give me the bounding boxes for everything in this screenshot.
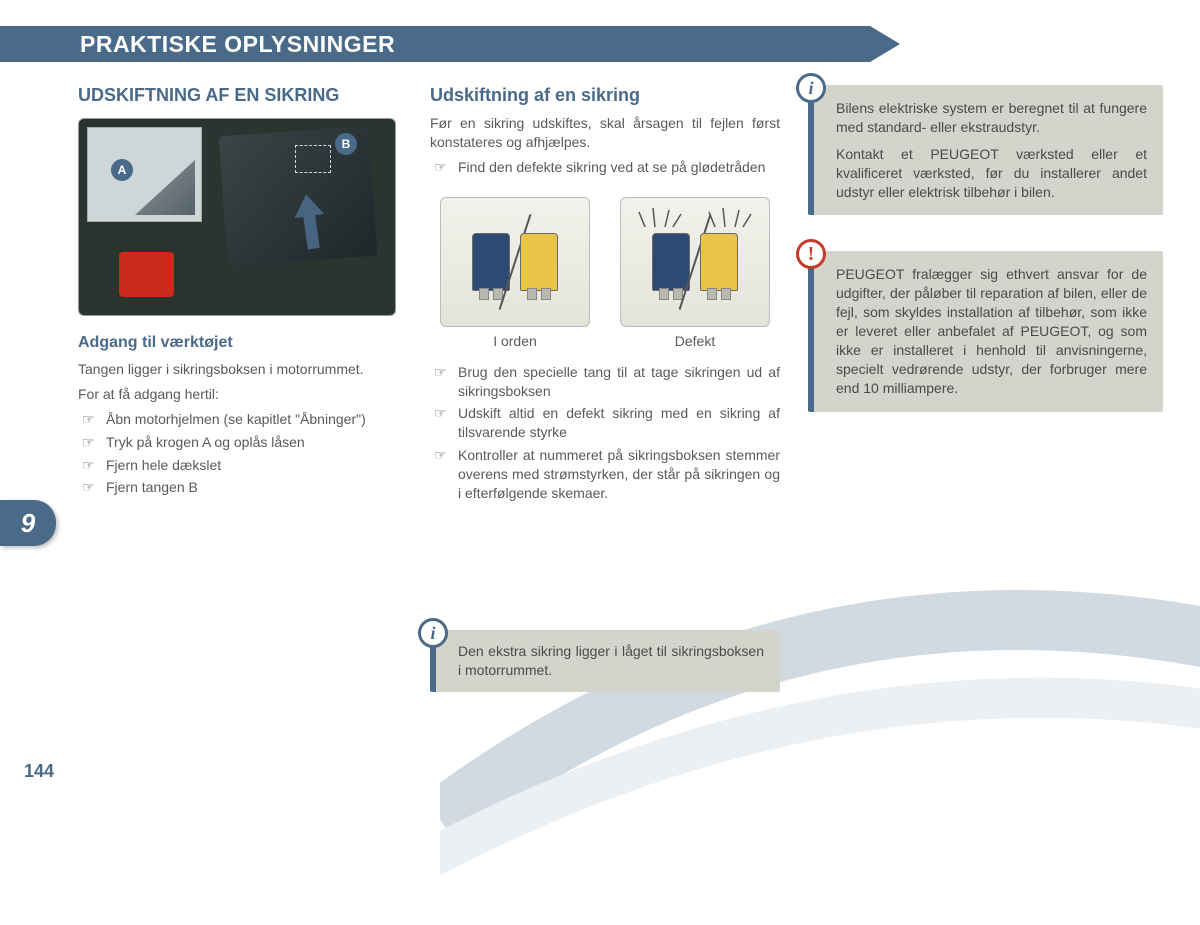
list-item: Udskift altid en defekt sikring med en s… xyxy=(430,404,780,442)
left-subheading: Adgang til værktøjet xyxy=(78,334,408,352)
mid-extra-box-wrap: i Den ekstra sikring ligger i låget til … xyxy=(430,630,780,692)
left-steps-list: Åbn motorhjelmen (se kapitlet "Åbninger"… xyxy=(78,410,408,498)
mid-steps-list: Brug den specielle tang til at tage sikr… xyxy=(430,363,780,503)
callout-a-icon: A xyxy=(111,159,133,181)
list-item: Find den defekte sikring ved at se på gl… xyxy=(430,158,780,177)
right-warn-text: PEUGEOT fralægger sig ethvert ansvar for… xyxy=(836,265,1147,397)
info-icon: i xyxy=(796,73,826,103)
left-intro-1: Tangen ligger i sikringsboksen i motorru… xyxy=(78,360,408,379)
right-column: i Bilens elektriske system er beregnet t… xyxy=(808,85,1163,448)
fuse-blue-icon xyxy=(472,233,510,291)
right-info-text-1: Bilens elektriske system er beregnet til… xyxy=(836,99,1147,137)
list-item: Fjern tangen B xyxy=(78,478,408,497)
list-item: Kontroller at nummeret på sikringsboksen… xyxy=(430,446,780,503)
header-band: PRAKTISKE OPLYSNINGER xyxy=(0,26,870,62)
fuse-defect-card xyxy=(620,197,770,327)
right-info-box: i Bilens elektriske system er beregnet t… xyxy=(808,85,1163,215)
fuse-illustration-row xyxy=(430,197,780,327)
warning-icon: ! xyxy=(796,239,826,269)
list-item: Åbn motorhjelmen (se kapitlet "Åbninger"… xyxy=(78,410,408,429)
left-column: UDSKIFTNING AF EN SIKRING A B Adgang til… xyxy=(78,85,408,501)
mid-title: Udskiftning af en sikring xyxy=(430,85,780,106)
page-header-title: PRAKTISKE OPLYSNINGER xyxy=(80,31,395,58)
spark-icon xyxy=(705,202,755,232)
left-intro-2: For at få adgang hertil: xyxy=(78,385,408,404)
fuse-ok-label: I orden xyxy=(440,333,590,349)
fuse-bad-label: Defekt xyxy=(620,333,770,349)
header-band-tail xyxy=(870,26,900,62)
fuse-yellow-icon xyxy=(700,233,738,291)
callout-b-icon: B xyxy=(335,133,357,155)
fuse-ok-card xyxy=(440,197,590,327)
right-warning-box: ! PEUGEOT fralægger sig ethvert ansvar f… xyxy=(808,251,1163,411)
chapter-badge: 9 xyxy=(0,500,56,546)
info-icon: i xyxy=(418,618,448,648)
list-item: Fjern hele dækslet xyxy=(78,456,408,475)
fuse-yellow-icon xyxy=(520,233,558,291)
fuse-labels: I orden Defekt xyxy=(430,333,780,349)
mid-extra-info-box: i Den ekstra sikring ligger i låget til … xyxy=(430,630,780,692)
spark-icon xyxy=(635,202,685,232)
left-title: UDSKIFTNING AF EN SIKRING xyxy=(78,85,408,106)
mid-extra-text: Den ekstra sikring ligger i låget til si… xyxy=(458,642,764,680)
list-item: Tryk på krogen A og oplås låsen xyxy=(78,433,408,452)
right-info-text-2: Kontakt et PEUGEOT værksted eller et kva… xyxy=(836,145,1147,202)
mid-find-list: Find den defekte sikring ved at se på gl… xyxy=(430,158,780,177)
page-number: 144 xyxy=(24,761,54,782)
engine-bay-photo: A B xyxy=(78,118,396,316)
list-item: Brug den specielle tang til at tage sikr… xyxy=(430,363,780,401)
fuse-blue-icon xyxy=(652,233,690,291)
middle-column: Udskiftning af en sikring Før en sikring… xyxy=(430,85,780,507)
mid-intro: Før en sikring udskiftes, skal årsagen t… xyxy=(430,114,780,152)
